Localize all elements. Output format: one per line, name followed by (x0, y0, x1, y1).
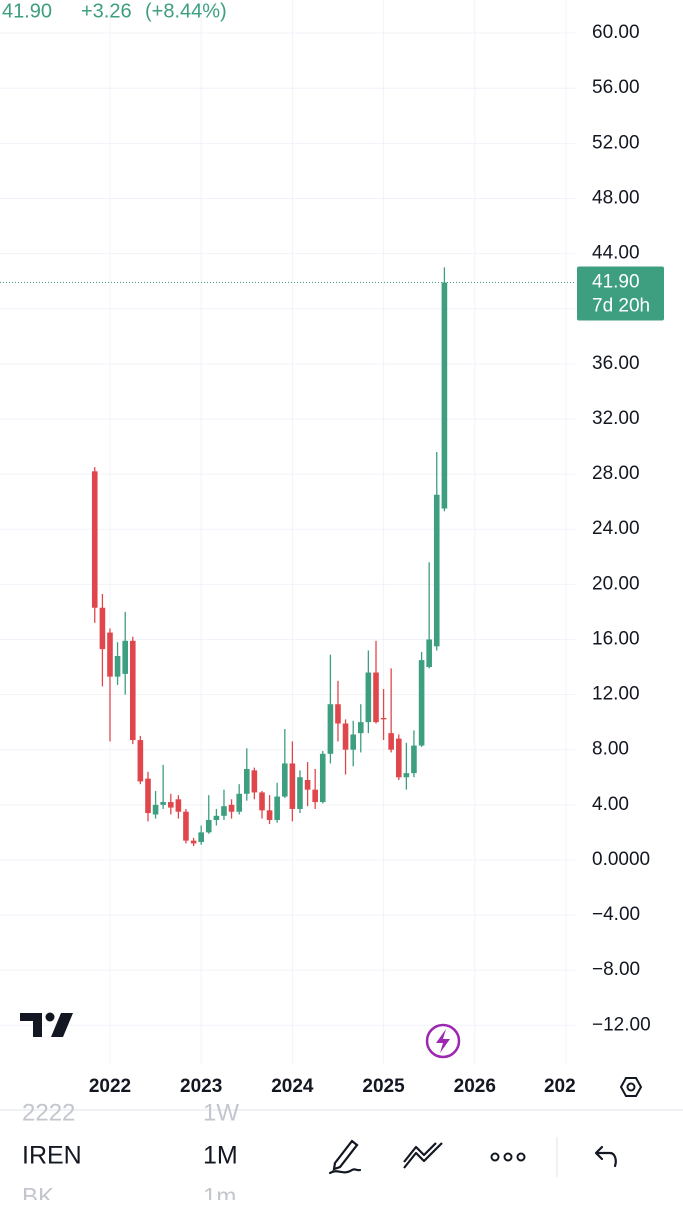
candle-body (205, 819, 212, 833)
y-tick-label: 44.00 (592, 243, 640, 264)
undo-button[interactable] (594, 1145, 617, 1168)
candle-body (114, 655, 121, 677)
candle-body (152, 804, 159, 815)
candle-body (236, 793, 243, 812)
x-tick-label: 2022 (89, 1076, 131, 1097)
countdown: 7d 20h (592, 296, 650, 317)
candle-body (403, 773, 410, 778)
candle-body (183, 811, 189, 841)
candle-body (145, 778, 151, 814)
candle-body (213, 815, 220, 820)
candle-body (297, 777, 303, 809)
candle-body (433, 494, 440, 647)
candle-body (426, 639, 432, 668)
draw-button[interactable] (328, 1139, 362, 1175)
candle-body (129, 640, 136, 741)
last-price-badge (577, 266, 664, 321)
y-tick-label: 52.00 (592, 132, 640, 153)
candle-body (122, 640, 129, 674)
y-tick-label: 4.00 (592, 794, 629, 815)
y-tick-label: 0.0000 (592, 849, 650, 870)
change: +3.26 (81, 0, 132, 22)
candle-body (160, 802, 166, 805)
candle-body (365, 672, 372, 723)
y-tick-label: 32.00 (592, 408, 640, 429)
change-pct: (+8.44%) (145, 0, 227, 22)
y-tick-label: −4.00 (592, 904, 640, 925)
candle-body (304, 780, 311, 790)
y-tick-label: 60.00 (592, 22, 640, 43)
candle-body (243, 768, 250, 794)
candle-body (350, 734, 357, 750)
last-price-label: 41.90 (592, 272, 640, 293)
candle-body (91, 471, 98, 608)
symbol[interactable]: IREN (22, 1142, 82, 1170)
interval-prev[interactable]: 1W (203, 1099, 239, 1126)
indicators-button[interactable] (403, 1142, 443, 1169)
interval[interactable]: 1M (203, 1142, 238, 1170)
candle-body (319, 753, 326, 803)
candle-body (411, 745, 417, 774)
candle-body (335, 704, 341, 724)
y-tick-label: 12.00 (592, 684, 640, 705)
candle-body (137, 740, 144, 782)
candle-body (357, 722, 364, 734)
candle-body (99, 607, 106, 650)
candle-body (221, 806, 227, 816)
y-tick-label: 20.00 (592, 573, 640, 594)
candle-body (342, 723, 349, 750)
x-tick-label: 202 (544, 1076, 576, 1097)
candle-body (190, 840, 197, 844)
candle-body (228, 804, 235, 812)
y-tick-label: −8.00 (592, 959, 640, 980)
y-tick-label: 28.00 (592, 463, 640, 484)
tradingview-logo (20, 1012, 73, 1037)
candle-body (396, 738, 402, 778)
y-tick-label: 8.00 (592, 739, 629, 760)
symbol-next[interactable]: BK (22, 1183, 54, 1205)
candle-body (418, 660, 425, 746)
x-tick-label: 2025 (362, 1076, 405, 1097)
candles (91, 267, 448, 847)
x-tick-label: 2026 (454, 1076, 496, 1097)
candle-body (373, 672, 379, 723)
y-tick-label: 48.00 (592, 187, 640, 208)
more-button[interactable] (490, 1152, 526, 1162)
candle-body (274, 796, 280, 820)
price: 41.90 (2, 0, 52, 22)
candle-body (198, 832, 204, 843)
candle-body (441, 282, 448, 509)
y-tick-label: 16.00 (592, 628, 640, 649)
candle-body (259, 792, 265, 811)
interval-next[interactable]: 1m (203, 1183, 236, 1205)
settings-button[interactable] (619, 1077, 643, 1097)
x-tick-label: 2024 (271, 1076, 314, 1097)
candle-body (168, 802, 174, 808)
candle-body (289, 763, 296, 809)
lightning-button[interactable] (425, 1023, 461, 1059)
y-tick-label: 56.00 (592, 77, 640, 98)
candle-body (312, 789, 318, 803)
candle-body (175, 799, 182, 812)
symbol-prev[interactable]: 2222 (22, 1099, 75, 1126)
x-tick-label: 2023 (180, 1076, 222, 1097)
axes: 60.0056.0052.0048.0044.0040.0036.0032.00… (0, 22, 664, 1097)
y-tick-label: 24.00 (592, 518, 640, 539)
candle-body (388, 733, 394, 750)
candle-body (327, 704, 334, 754)
candle-body (266, 810, 273, 820)
candle-body (282, 763, 288, 797)
candle-body (380, 717, 387, 720)
y-tick-label: −12.00 (592, 1014, 651, 1035)
candle-body (107, 632, 113, 677)
y-tick-label: 36.00 (592, 353, 640, 374)
candle-body (251, 770, 258, 793)
